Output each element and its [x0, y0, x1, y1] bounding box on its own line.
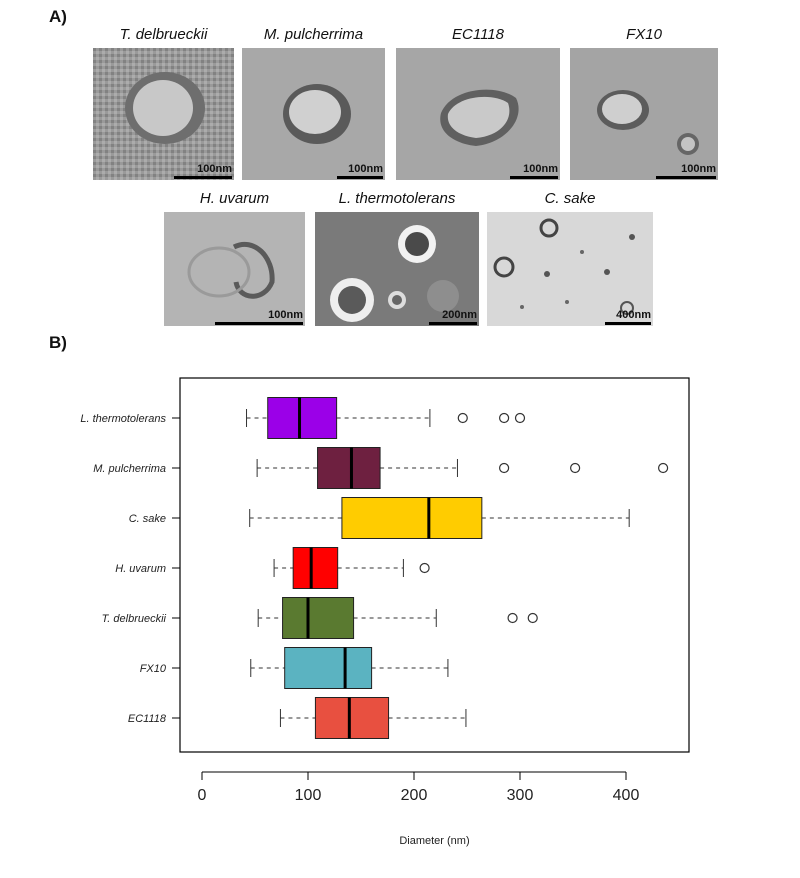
micrograph-image	[164, 212, 305, 326]
micrograph-t-delbrueckii: T. delbrueckii 100nm	[93, 26, 234, 180]
micrograph-c-sake: C. sake 400nm	[487, 190, 653, 326]
micrograph-fx10: FX10 100nm	[570, 26, 718, 180]
box-l-thermotolerans	[267, 397, 338, 439]
micrograph-m-pulcherrima: M. pulcherrima 100nm	[242, 26, 385, 180]
outlier-l-thermotolerans-0	[457, 412, 468, 424]
x-tick-label-100: 100	[295, 787, 322, 804]
micrograph-title: EC1118	[452, 26, 504, 43]
outlier-h-uvarum-0	[419, 562, 430, 574]
micrograph-image	[570, 48, 718, 180]
scale-label: 100nm	[523, 163, 558, 175]
outlier-m-pulcherrima-1	[570, 462, 581, 474]
micrograph-image	[396, 48, 560, 180]
box-t-delbrueckii	[282, 597, 355, 639]
x-tick-label-200: 200	[401, 787, 428, 804]
outlier-m-pulcherrima-0	[499, 462, 510, 474]
micrograph-title: T. delbrueckii	[119, 26, 208, 43]
x-axis-title: Diameter (nm)	[399, 835, 469, 847]
category-label-c-sake: C. sake	[129, 513, 166, 525]
x-tick-label-300: 300	[507, 787, 534, 804]
micrograph-h-uvarum: H. uvarum 100nm	[164, 190, 305, 326]
category-label-m-pulcherrima: M. pulcherrima	[93, 463, 166, 475]
category-label-t-delbrueckii: T. delbrueckii	[102, 613, 167, 625]
boxplot-svg: L. thermotolerans M. pulcherrima C. sake H.…	[80, 377, 690, 847]
panel-a-label: A)	[49, 7, 67, 26]
outlier-l-thermotolerans-2	[514, 412, 526, 424]
box-c-sake	[341, 497, 483, 539]
scale-label: 100nm	[268, 309, 303, 321]
plot-frame	[179, 377, 690, 753]
box-m-pulcherrima	[317, 447, 381, 489]
scale-bar: 100nm	[215, 309, 303, 325]
category-label-ec1118: EC1118	[128, 713, 167, 725]
box-h-uvarum	[292, 547, 339, 589]
micrograph-image	[93, 48, 234, 180]
x-tick-label-0: 0	[198, 787, 207, 804]
scale-label: 200nm	[442, 309, 477, 321]
micrograph-title: H. uvarum	[199, 190, 270, 207]
micrograph-ec1118: EC1118 100nm	[396, 26, 560, 180]
box-ec1118	[314, 697, 390, 739]
scale-bar: 400nm	[605, 309, 651, 325]
micrograph-title: M. pulcherrima	[263, 26, 364, 43]
outlier-t-delbrueckii-0	[507, 612, 518, 624]
scale-label: 400nm	[616, 309, 651, 321]
box-fx10	[284, 647, 373, 689]
scale-label: 100nm	[681, 163, 716, 175]
scale-bar: 100nm	[174, 163, 232, 179]
outlier-m-pulcherrima-2	[657, 462, 669, 474]
category-label-l-thermotolerans: L. thermotolerans	[80, 413, 166, 425]
panel-b-label: B)	[49, 333, 67, 352]
scale-label: 100nm	[197, 163, 232, 175]
micrograph-image	[315, 212, 479, 326]
outlier-l-thermotolerans-1	[499, 412, 510, 424]
scale-bar: 100nm	[656, 163, 716, 179]
scale-label: 100nm	[348, 163, 383, 175]
category-label-h-uvarum: H. uvarum	[115, 563, 166, 575]
micrograph-image	[487, 212, 653, 326]
micrograph-image	[242, 48, 385, 180]
category-label-fx10: FX10	[140, 663, 167, 675]
micrograph-title: FX10	[626, 26, 662, 43]
scale-bar: 100nm	[337, 163, 383, 179]
micrograph-l-thermotolerans: L. thermotolerans 200nm	[315, 190, 479, 326]
x-tick-label-400: 400	[613, 787, 640, 804]
scale-bar: 200nm	[429, 309, 477, 325]
boxplot-chart: L. thermotolerans M. pulcherrima C. sake H.…	[0, 360, 800, 873]
outlier-t-delbrueckii-1	[527, 612, 538, 624]
micrograph-title: L. thermotolerans	[338, 190, 456, 207]
micrograph-title: C. sake	[544, 190, 596, 207]
scale-bar: 100nm	[510, 163, 558, 179]
